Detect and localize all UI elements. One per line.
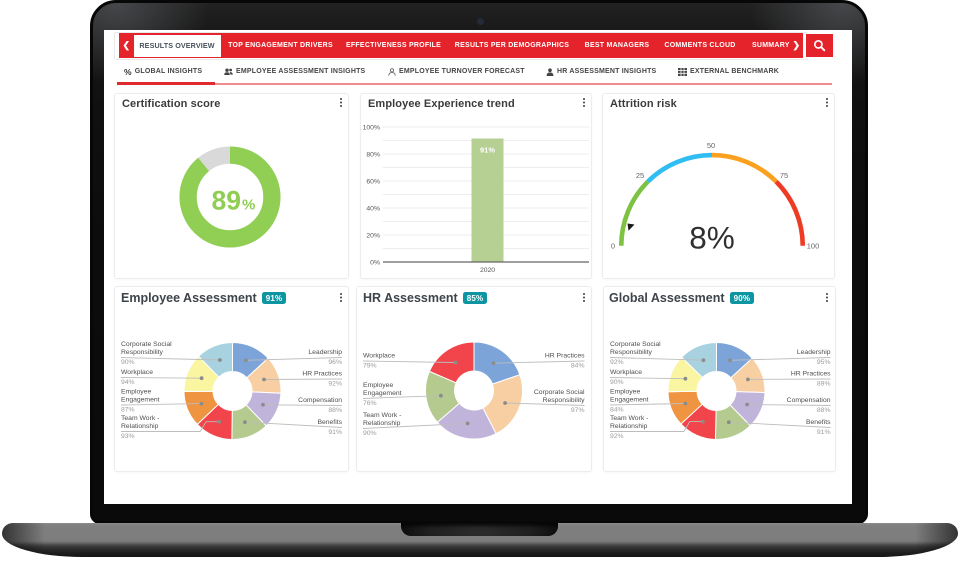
svg-text:92%: 92% — [610, 433, 624, 440]
svg-text:Corporate Social: Corporate Social — [121, 341, 172, 348]
svg-text:94%: 94% — [121, 379, 135, 386]
svg-text:91%: 91% — [480, 146, 495, 155]
svg-text:96%: 96% — [328, 359, 342, 366]
svg-text:Leadership: Leadership — [308, 349, 342, 356]
svg-text:Compensation: Compensation — [786, 397, 830, 404]
svg-text:Employee: Employee — [610, 389, 640, 396]
svg-text:Employee: Employee — [121, 389, 151, 396]
svg-text:20%: 20% — [366, 232, 380, 239]
svg-text:50: 50 — [707, 141, 715, 150]
svg-text:76%: 76% — [363, 400, 377, 407]
svg-text:Responsibility: Responsibility — [542, 397, 585, 404]
svg-text:90%: 90% — [610, 379, 624, 386]
svg-text:90%: 90% — [363, 430, 377, 437]
svg-text:Responsibility: Responsibility — [610, 349, 653, 356]
svg-text:Team Work -: Team Work - — [121, 415, 159, 422]
svg-text:Relationship: Relationship — [363, 420, 401, 427]
svg-text:80%: 80% — [366, 151, 380, 158]
svg-text:87%: 87% — [121, 407, 135, 414]
svg-text:Team Work -: Team Work - — [610, 415, 648, 422]
svg-text:84%: 84% — [570, 363, 584, 370]
svg-text:75: 75 — [780, 171, 788, 180]
svg-text:Workplace: Workplace — [610, 369, 642, 376]
svg-text:100: 100 — [807, 242, 820, 251]
svg-text:95%: 95% — [816, 359, 830, 366]
svg-text:92%: 92% — [328, 381, 342, 388]
svg-text:Responsibility: Responsibility — [121, 349, 164, 356]
svg-text:89: 89 — [212, 186, 241, 216]
svg-text:40%: 40% — [366, 205, 380, 212]
svg-text:Relationship: Relationship — [121, 423, 159, 430]
svg-text:Relationship: Relationship — [610, 423, 648, 430]
svg-text:89%: 89% — [816, 381, 830, 388]
svg-text:92%: 92% — [610, 359, 624, 366]
svg-text:%: % — [242, 197, 255, 214]
svg-text:Leadership: Leadership — [796, 349, 830, 356]
svg-text:0: 0 — [611, 242, 615, 251]
svg-text:Team Work -: Team Work - — [363, 412, 401, 419]
svg-text:8%: 8% — [689, 220, 735, 256]
svg-text:79%: 79% — [363, 363, 377, 370]
svg-text:Engagement: Engagement — [610, 397, 649, 404]
svg-text:88%: 88% — [328, 407, 342, 414]
svg-text:Workplace: Workplace — [121, 369, 153, 376]
svg-text:Compensation: Compensation — [298, 397, 342, 404]
svg-text:25: 25 — [636, 171, 644, 180]
svg-text:0%: 0% — [370, 259, 380, 266]
svg-text:100%: 100% — [363, 124, 380, 131]
svg-text:91%: 91% — [816, 429, 830, 436]
svg-text:HR Practices: HR Practices — [302, 371, 342, 378]
svg-text:HR Practices: HR Practices — [790, 371, 830, 378]
svg-text:91%: 91% — [328, 429, 342, 436]
svg-text:84%: 84% — [610, 407, 624, 414]
svg-text:93%: 93% — [121, 433, 135, 440]
svg-text:88%: 88% — [816, 407, 830, 414]
svg-text:Benefits: Benefits — [805, 419, 830, 426]
svg-text:HR Practices: HR Practices — [544, 353, 584, 360]
svg-text:90%: 90% — [121, 359, 135, 366]
svg-text:Engagement: Engagement — [363, 390, 402, 397]
svg-text:Corporate Social: Corporate Social — [533, 389, 584, 396]
svg-text:60%: 60% — [366, 178, 380, 185]
svg-text:Benefits: Benefits — [317, 419, 342, 426]
svg-text:97%: 97% — [570, 407, 584, 414]
svg-text:Workplace: Workplace — [363, 353, 395, 360]
svg-text:Corporate Social: Corporate Social — [610, 341, 661, 348]
svg-text:Employee: Employee — [363, 382, 393, 389]
svg-text:Engagement: Engagement — [121, 397, 160, 404]
svg-text:2020: 2020 — [480, 267, 495, 274]
